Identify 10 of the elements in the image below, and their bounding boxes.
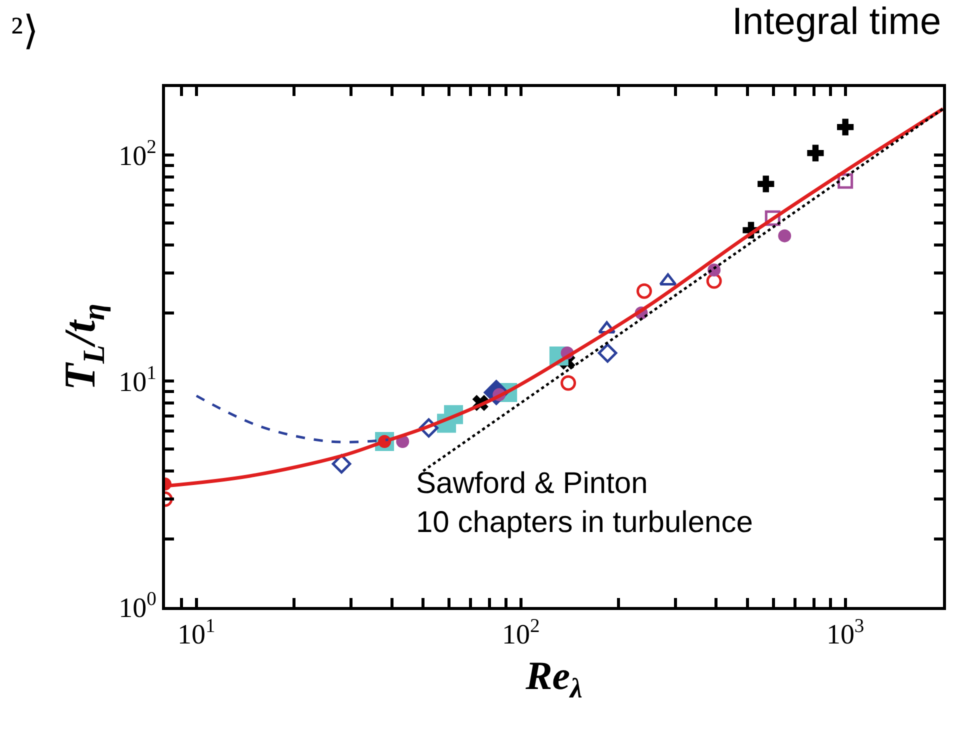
x-tick-label: 10$^{3}$ (826, 616, 864, 651)
annotation: Sawford & Pinton 10 chapters in turbulence (416, 467, 753, 539)
chart-title: Integral time (732, 1, 942, 43)
x-tick-label: 10$^{1}$ (178, 616, 216, 651)
text: ²⟩ (11, 8, 39, 53)
x-axis-title: Re$_{λ}$ (524, 653, 582, 704)
y-tick-label: 10$^{2}$ (118, 137, 156, 172)
x-tick-label: 10$^{2}$ (502, 616, 540, 651)
y-tick-label: 10$^{1}$ (118, 363, 156, 398)
y-tick-label: 10$^{0}$ (118, 589, 157, 624)
